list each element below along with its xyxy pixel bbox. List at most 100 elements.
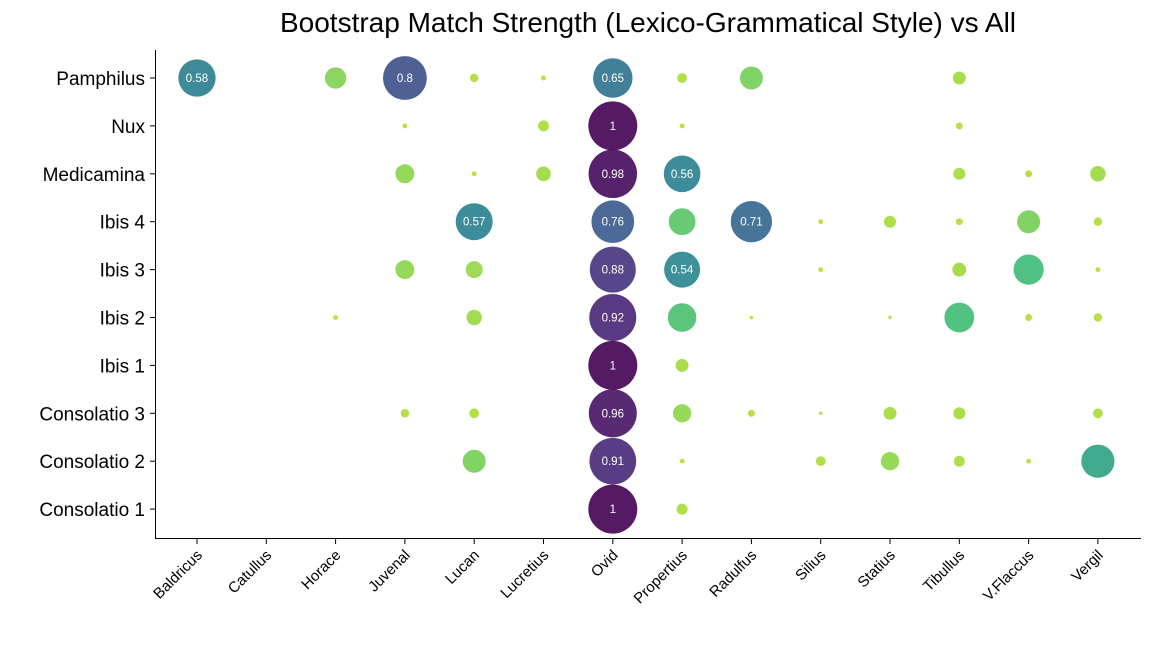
bubble-consolatio-2-propertius xyxy=(679,458,685,464)
bubble-consolatio-3-tibullus xyxy=(953,407,966,420)
bubble-ibis-2-propertius xyxy=(667,303,697,332)
bubble-layer xyxy=(178,56,1115,534)
bubble-pamphilus-tibullus xyxy=(952,71,966,85)
bubble-nux-ovid xyxy=(588,101,638,151)
bubble-consolatio-3-vergil xyxy=(1093,408,1103,419)
bubble-ibis-3-propertius xyxy=(664,251,701,288)
bubble-ibis-4-statius xyxy=(883,215,897,228)
bubble-ibis-4-silius xyxy=(818,219,824,225)
bubble-ibis-4-v-flaccus xyxy=(1017,210,1041,234)
data-label-ibis-4-radulfus: 0.71 xyxy=(740,217,762,229)
bubble-consolatio-2-lucan xyxy=(462,449,486,473)
y-tick-label-ibis-4: Ibis 4 xyxy=(100,213,146,234)
y-axis-ticks: Pamphilus Nux Medicamina Ibis 4 Ibis 3 Ibis 2… xyxy=(39,69,155,521)
bubble-ibis-2-tibullus xyxy=(944,302,975,333)
bubble-consolatio-2-silius xyxy=(815,456,826,467)
x-tick-label-radulfus: Radulfus xyxy=(706,547,760,601)
bubble-ibis-2-horace xyxy=(333,315,339,320)
y-tick-label-consolatio-2: Consolatio 2 xyxy=(39,452,145,473)
bubble-ibis-3-lucan xyxy=(465,261,483,279)
bubble-pamphilus-lucretius xyxy=(541,75,546,81)
bubble-nux-juvenal xyxy=(402,123,408,129)
bubble-ibis-4-ovid xyxy=(591,200,635,244)
bubble-medicamina-lucretius xyxy=(536,166,551,182)
y-tick-label-nux: Nux xyxy=(111,117,145,138)
data-label-ibis-4-ovid: 0.76 xyxy=(602,217,624,229)
bubble-pamphilus-horace xyxy=(324,67,347,89)
data-label-pamphilus-juvenal: 0.8 xyxy=(397,73,413,85)
bubble-consolatio-3-lucan xyxy=(469,408,480,419)
x-tick-label-horace: Horace xyxy=(298,547,344,593)
bubble-consolatio-3-ovid xyxy=(588,389,637,438)
data-label-medicamina-ovid: 0.98 xyxy=(602,169,624,181)
bubble-nux-propertius xyxy=(679,123,685,129)
y-tick-label-ibis-2: Ibis 2 xyxy=(100,309,145,330)
bubble-ibis-4-radulfus xyxy=(730,201,773,243)
x-tick-label-vergil: Vergil xyxy=(1068,547,1107,586)
bubble-consolatio-2-ovid xyxy=(589,437,637,485)
bubble-medicamina-ovid xyxy=(588,149,638,199)
y-tick-label-ibis-3: Ibis 3 xyxy=(100,261,145,282)
bubble-pamphilus-radulfus xyxy=(739,66,763,90)
bubble-consolatio-2-v-flaccus xyxy=(1026,458,1032,464)
x-tick-label-propertius: Propertius xyxy=(631,547,691,607)
bubble-consolatio-3-propertius xyxy=(672,404,692,423)
chart-title: Bootstrap Match Strength (Lexico-Grammat… xyxy=(280,7,1016,38)
y-tick-label-ibis-1: Ibis 1 xyxy=(100,356,145,377)
x-tick-label-juvenal: Juvenal xyxy=(365,547,414,596)
bubble-pamphilus-propertius xyxy=(677,73,687,83)
bubble-pamphilus-baldricus xyxy=(178,59,216,97)
bubble-consolatio-1-propertius xyxy=(676,503,688,515)
bubble-nux-lucretius xyxy=(538,120,549,132)
data-label-nux-ovid: 1 xyxy=(610,121,616,133)
bubble-ibis-3-vergil xyxy=(1095,267,1101,273)
bubble-consolatio-3-statius xyxy=(883,406,897,420)
x-tick-label-silius: Silius xyxy=(792,547,829,584)
bubble-ibis-3-ovid xyxy=(589,246,636,293)
bubble-ibis-3-v-flaccus xyxy=(1013,254,1044,285)
bubble-ibis-4-propertius xyxy=(668,208,696,236)
bubble-ibis-2-v-flaccus xyxy=(1025,314,1033,321)
bubble-ibis-3-tibullus xyxy=(952,262,967,277)
bubble-pamphilus-lucan xyxy=(469,73,479,83)
bubble-medicamina-juvenal xyxy=(395,164,415,184)
bubble-nux-tibullus xyxy=(955,122,963,130)
y-tick-label-consolatio-1: Consolatio 1 xyxy=(39,500,145,521)
x-tick-label-v-flaccus: V.Flaccus xyxy=(980,547,1038,605)
bubble-consolatio-2-tibullus xyxy=(953,455,965,467)
x-tick-label-tibullus: Tibullus xyxy=(920,547,968,595)
data-label-pamphilus-baldricus: 0.58 xyxy=(186,73,208,85)
data-label-pamphilus-ovid: 0.65 xyxy=(602,73,624,85)
bubble-ibis-2-vergil xyxy=(1093,313,1103,322)
bubble-ibis-2-lucan xyxy=(466,309,482,326)
data-label-ibis-4-lucan: 0.57 xyxy=(463,217,485,229)
bubble-medicamina-vergil xyxy=(1090,166,1106,182)
bubble-medicamina-v-flaccus xyxy=(1025,170,1033,178)
bubble-medicamina-propertius xyxy=(663,155,701,193)
bubble-consolatio-1-ovid xyxy=(588,484,638,534)
x-tick-label-statius: Statius xyxy=(854,547,898,591)
data-label-consolatio-1-ovid: 1 xyxy=(610,504,616,516)
bubble-pamphilus-ovid xyxy=(593,58,633,98)
x-tick-label-lucan: Lucan xyxy=(442,547,483,588)
y-tick-label-pamphilus: Pamphilus xyxy=(56,69,145,90)
bubble-consolatio-2-statius xyxy=(880,452,900,471)
bubble-ibis-2-ovid xyxy=(589,294,637,341)
data-label-layer: 0.58 0.8 0.65 1 0.98 0.56 0.57 0.76 0.71 0.88 0.54… xyxy=(186,73,763,516)
data-label-medicamina-propertius: 0.56 xyxy=(671,169,693,181)
bubble-ibis-4-vergil xyxy=(1093,217,1103,226)
data-label-consolatio-3-ovid: 0.96 xyxy=(602,408,624,420)
bubble-consolatio-2-vergil xyxy=(1081,444,1115,478)
bubble-medicamina-tibullus xyxy=(953,167,966,180)
bubble-medicamina-lucan xyxy=(471,171,477,177)
bubble-ibis-3-silius xyxy=(818,267,824,273)
bubble-ibis-3-juvenal xyxy=(395,260,415,280)
bubble-pamphilus-juvenal xyxy=(382,56,427,100)
data-label-ibis-1-ovid: 1 xyxy=(610,360,616,372)
data-label-ibis-2-ovid: 0.92 xyxy=(602,313,624,325)
x-tick-label-ovid: Ovid xyxy=(588,547,622,581)
bubble-ibis-1-propertius xyxy=(675,358,689,372)
y-tick-label-consolatio-3: Consolatio 3 xyxy=(39,404,145,425)
bubble-consolatio-3-silius xyxy=(818,411,823,416)
